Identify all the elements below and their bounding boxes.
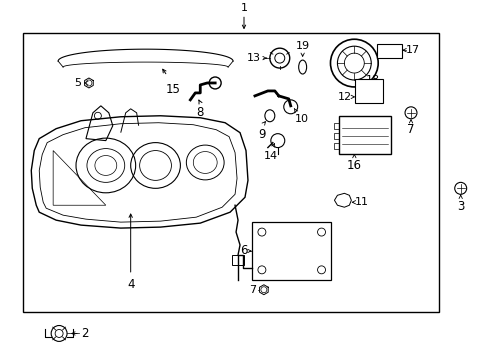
Text: 14: 14	[263, 150, 277, 161]
Text: 16: 16	[346, 158, 361, 171]
Text: 7: 7	[248, 285, 255, 295]
Text: 5: 5	[74, 78, 81, 88]
Polygon shape	[58, 49, 233, 67]
Text: 15: 15	[165, 83, 180, 96]
Text: 10: 10	[294, 114, 308, 124]
Text: 6: 6	[240, 244, 247, 257]
Text: 19: 19	[295, 41, 309, 51]
Bar	[232, 255, 244, 265]
Bar	[334, 143, 339, 149]
Bar	[355, 79, 383, 103]
Text: 13: 13	[246, 53, 261, 63]
Bar	[334, 123, 339, 129]
Text: 8: 8	[196, 106, 203, 119]
Text: 17: 17	[405, 45, 419, 55]
Bar	[23, 33, 438, 312]
Text: 11: 11	[354, 197, 367, 207]
Text: 7: 7	[407, 123, 414, 136]
PathPatch shape	[31, 116, 247, 228]
Bar	[251, 222, 331, 280]
Bar	[339, 116, 390, 154]
Bar	[376, 44, 401, 58]
Text: 12: 12	[338, 92, 352, 102]
Text: 9: 9	[258, 128, 265, 141]
Text: 18: 18	[366, 75, 380, 85]
Text: 1: 1	[240, 3, 247, 13]
Text: 3: 3	[456, 200, 464, 213]
Text: 4: 4	[127, 278, 134, 291]
Text: 2: 2	[81, 327, 88, 340]
Bar	[334, 133, 339, 139]
